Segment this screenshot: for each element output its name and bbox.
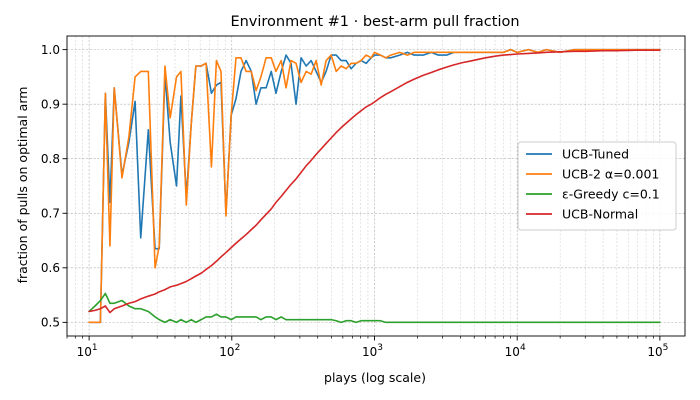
- chart-title: Environment #1 · best-arm pull fraction: [230, 14, 519, 30]
- legend-label: UCB-2 α=0.001: [562, 166, 659, 181]
- y-axis-ticks: 0.5 0.6 0.7 0.8 0.9 1.0: [41, 43, 67, 330]
- x-tick-label: 104: [505, 343, 526, 359]
- series-lines: [88, 48, 661, 324]
- x-tick-label: 103: [362, 343, 383, 359]
- series-line-3: [88, 292, 661, 324]
- y-tick-label: 0.8: [41, 152, 60, 166]
- series-line-2: [88, 48, 661, 324]
- plot-frame: [66, 35, 686, 337]
- x-axis-label: plays (log scale): [324, 370, 426, 385]
- series-line-4: [88, 49, 661, 314]
- y-tick-label: 0.5: [41, 316, 60, 330]
- legend-label: UCB-Tuned: [562, 146, 629, 161]
- y-tick-label: 0.9: [41, 97, 60, 111]
- y-tick-label: 0.7: [41, 206, 60, 220]
- x-tick-label: 101: [77, 343, 98, 359]
- x-tick-label: 102: [219, 343, 240, 359]
- y-tick-label: 1.0: [41, 43, 60, 57]
- legend: UCB-Tuned UCB-2 α=0.001 ε-Greedy c=0.1 UCB-…: [517, 141, 677, 231]
- x-tick-label: 105: [647, 343, 668, 359]
- y-axis-label: fraction of pulls on optimal arm: [15, 87, 30, 284]
- x-axis-ticks: 101 102 103 104 105: [66, 336, 668, 359]
- y-tick-label: 0.6: [41, 261, 60, 275]
- legend-box: [517, 141, 677, 231]
- legend-label: ε-Greedy c=0.1: [562, 186, 660, 201]
- legend-label: UCB-Normal: [562, 206, 638, 221]
